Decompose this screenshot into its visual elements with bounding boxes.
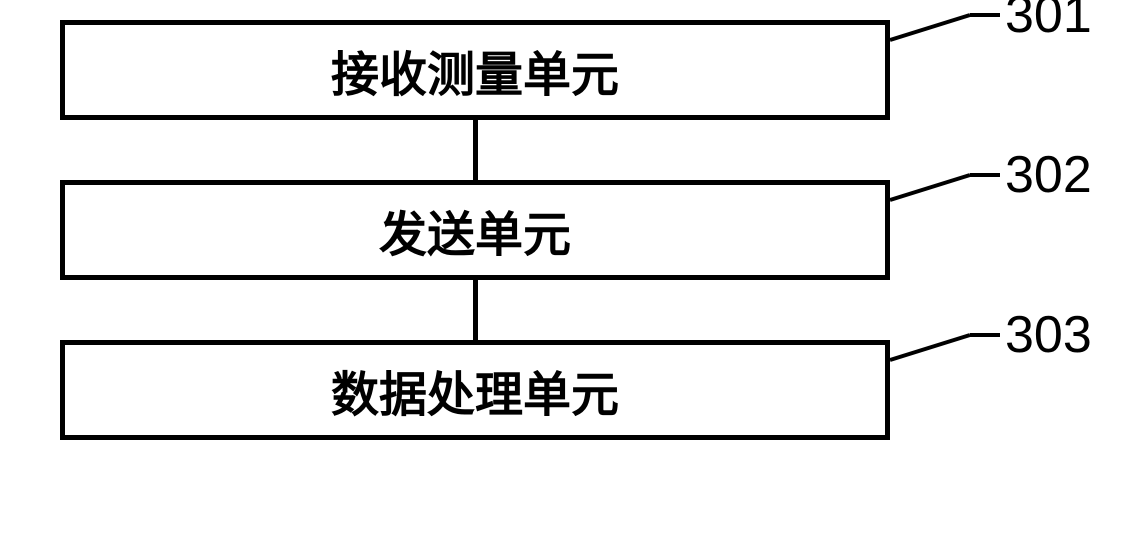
connector-2-3 (473, 280, 478, 340)
node-receive-measure-unit: 接收测量单元 (60, 20, 890, 120)
node-label: 接收测量单元 (331, 35, 619, 105)
connector-1-2 (473, 120, 478, 180)
node-label: 数据处理单元 (331, 355, 619, 425)
node-label: 发送单元 (379, 195, 571, 265)
ref-label-303: 303 (1005, 305, 1092, 365)
node-data-process-unit: 数据处理单元 (60, 340, 890, 440)
flowchart-diagram: 接收测量单元 发送单元 数据处理单元 (60, 20, 1060, 440)
node-send-unit: 发送单元 (60, 180, 890, 280)
ref-label-301: 301 (1005, 0, 1092, 45)
ref-label-302: 302 (1005, 145, 1092, 205)
